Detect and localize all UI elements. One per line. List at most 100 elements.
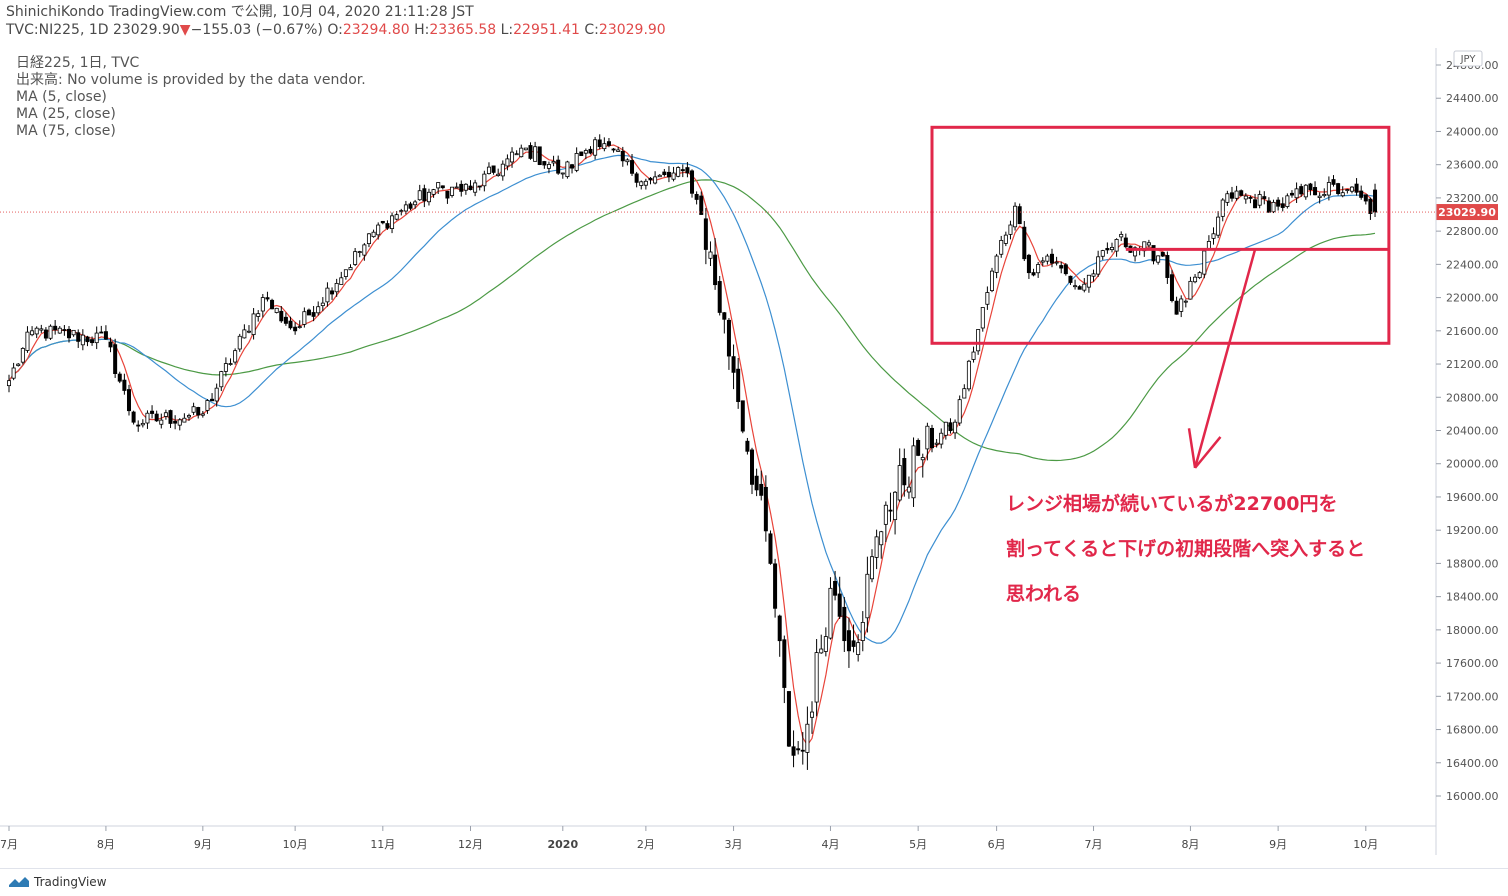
- candle-body: [874, 536, 879, 558]
- candle-body: [154, 413, 159, 422]
- candle-body: [722, 312, 727, 320]
- time-tick-label: 4月: [821, 838, 839, 851]
- candlesticks: [7, 134, 1378, 770]
- candle-body: [999, 239, 1004, 255]
- candle-body: [925, 425, 930, 450]
- candle-body: [126, 389, 131, 412]
- candle-body: [186, 415, 191, 418]
- candle-body: [1340, 192, 1345, 197]
- candle-body: [173, 420, 178, 424]
- candle-body: [736, 368, 741, 402]
- drawings[interactable]: [930, 125, 1391, 469]
- candle-body: [80, 334, 85, 346]
- price-tick-label: 17200.00: [1446, 690, 1499, 703]
- legend-symbol[interactable]: 日経225, 1日, TVC: [16, 55, 140, 71]
- arrow-shaft[interactable]: [1193, 249, 1257, 469]
- candle-body: [482, 173, 487, 187]
- candle-body: [939, 432, 944, 445]
- candle-body: [376, 224, 381, 236]
- candle-body: [200, 413, 205, 416]
- candle-body: [445, 190, 450, 199]
- price-tick-label: 23600.00: [1446, 159, 1499, 172]
- candle-body: [251, 313, 256, 335]
- candle-body: [274, 307, 279, 313]
- time-tick-label: 8月: [1181, 838, 1199, 851]
- arrow-head: [1194, 436, 1222, 469]
- candle-body: [565, 161, 570, 178]
- legend-ma25[interactable]: MA (25, close): [16, 106, 116, 122]
- candle-body: [583, 150, 588, 154]
- annotation-text[interactable]: レンジ相場が続いているが22700円を 割ってくると下げの初期段階へ突入すると …: [1006, 482, 1426, 617]
- candle-body: [699, 195, 704, 215]
- candle-body: [976, 329, 981, 352]
- candle-body: [708, 251, 713, 259]
- candle-body: [1059, 265, 1064, 269]
- candle-body: [1266, 200, 1271, 213]
- legend-ma5[interactable]: MA (5, close): [16, 89, 107, 105]
- candle-body: [1068, 275, 1073, 283]
- candle-body: [362, 244, 367, 256]
- candle-body: [800, 749, 805, 752]
- legend-volume[interactable]: 出来高: No volume is provided by the data v…: [16, 72, 366, 88]
- candle-body: [1349, 186, 1354, 192]
- symbol-text: TVC:NI225, 1D 23029.90: [6, 22, 180, 38]
- candle-body: [980, 307, 985, 329]
- price-chart[interactable]: 23029.90 16000.00 16400.00 16800.00 17200.0…: [0, 0, 1508, 868]
- price-axis[interactable]: 16000.00 16400.00 16800.00 17200.00 17600.00…: [1436, 59, 1499, 803]
- candle-body: [551, 161, 556, 164]
- range-box[interactable]: [930, 125, 1391, 345]
- candle-body: [759, 483, 764, 496]
- candle-body: [1003, 234, 1008, 244]
- candle-body: [842, 606, 847, 642]
- candle-body: [860, 621, 865, 641]
- candle-body: [99, 331, 104, 334]
- tradingview-logo[interactable]: TradingView: [8, 875, 107, 889]
- candle-body: [703, 218, 708, 250]
- candle-body: [893, 491, 898, 521]
- candle-body: [1322, 194, 1327, 197]
- candle-body: [1008, 224, 1013, 235]
- candle-body: [962, 388, 967, 399]
- time-tick-label: 7月: [0, 838, 18, 851]
- candle-body: [634, 173, 639, 183]
- legend-ma75[interactable]: MA (75, close): [16, 123, 116, 139]
- chart-pane[interactable]: [0, 0, 1436, 826]
- candle-body: [879, 531, 884, 546]
- price-tick-label: 21200.00: [1446, 358, 1499, 371]
- candle-body: [256, 313, 261, 317]
- candle-body: [117, 373, 122, 382]
- candle-body: [666, 171, 671, 178]
- candle-body: [463, 183, 468, 191]
- low-label: L:: [500, 22, 514, 38]
- candle-body: [717, 281, 722, 313]
- annotation-line: 思われる: [1006, 583, 1082, 605]
- candle-body: [560, 172, 565, 175]
- candle-body: [1151, 245, 1156, 262]
- candle-body: [786, 691, 791, 747]
- candle-body: [994, 255, 999, 273]
- candle-body: [773, 563, 778, 609]
- candle-body: [1105, 248, 1110, 251]
- candle-body: [122, 379, 127, 391]
- candle-body: [177, 419, 182, 426]
- candle-body: [145, 412, 150, 424]
- last-price-label: 23029.90: [1438, 206, 1496, 219]
- candle-body: [676, 167, 681, 177]
- candle-body: [1160, 251, 1165, 257]
- candle-body: [168, 410, 173, 424]
- price-tick-label: 24000.00: [1446, 125, 1499, 138]
- candle-body: [39, 328, 44, 331]
- candle-body: [537, 146, 542, 166]
- candle-body: [477, 185, 482, 188]
- candle-body: [510, 151, 515, 163]
- time-axis[interactable]: 7月 8月 9月 10月 11月 12月 2020 2月 3月 4月 5月 6月 7月 8月 9月 10月: [0, 826, 1378, 851]
- candle-body: [1096, 256, 1101, 275]
- annotation-line: レンジ相場が続いているが22700円を: [1006, 493, 1338, 515]
- candle-body: [791, 746, 796, 756]
- candle-body: [371, 231, 376, 238]
- candle-body: [94, 332, 99, 344]
- candle-body: [865, 573, 870, 619]
- candle-body: [366, 233, 371, 245]
- candle-body: [16, 363, 21, 366]
- candle-body: [297, 326, 302, 328]
